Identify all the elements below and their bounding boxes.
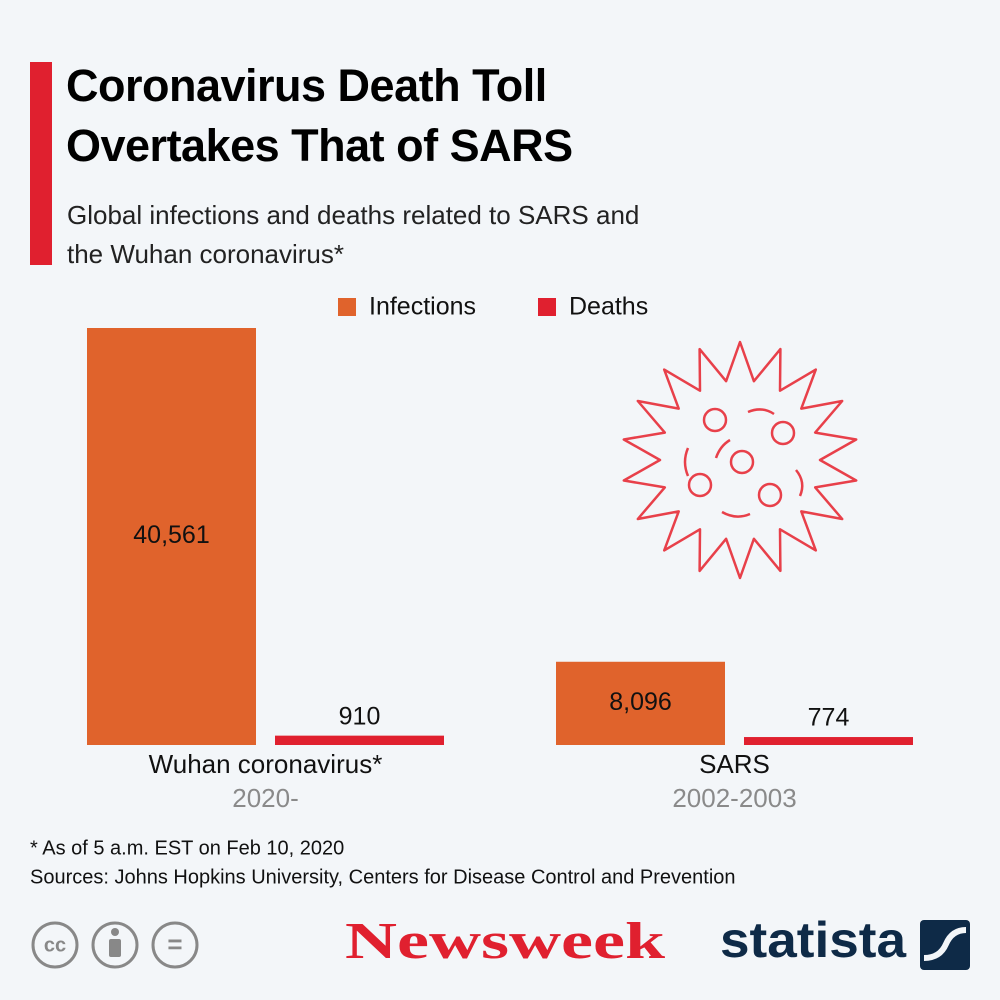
newsweek-logo: Newsweek — [345, 913, 665, 970]
chart-title: Coronavirus Death Toll Overtakes That of… — [66, 60, 573, 171]
category-label: SARS — [699, 749, 770, 779]
title-accent — [30, 62, 52, 265]
virus-arc — [714, 438, 731, 459]
virus-cell — [729, 449, 755, 475]
legend-swatch — [538, 298, 556, 316]
license-icon: = — [167, 929, 182, 959]
virus-arc — [747, 408, 775, 416]
virus-cell — [757, 482, 783, 508]
license-circle — [31, 921, 79, 969]
license-icon: cc — [44, 934, 66, 956]
virus-arc — [795, 469, 804, 497]
source: Sources: Johns Hopkins University, Cente… — [30, 866, 736, 888]
value-label: 40,561 — [133, 521, 209, 549]
license-person-body — [109, 939, 121, 957]
category-label: Wuhan coronavirus* — [149, 749, 383, 779]
virus-cell — [702, 407, 728, 433]
value-label: 910 — [339, 702, 381, 730]
category-period: 2002-2003 — [672, 783, 796, 813]
bar — [87, 328, 256, 745]
virus-cell — [770, 420, 796, 446]
bar — [275, 735, 444, 745]
value-label: 8,096 — [609, 688, 672, 716]
bar — [744, 737, 913, 745]
license-circle — [151, 921, 199, 969]
bar — [556, 661, 725, 745]
license-person-head — [111, 928, 119, 936]
virus-arc — [721, 510, 751, 518]
value-label: 774 — [808, 704, 850, 732]
legend-swatch — [338, 298, 356, 316]
statista-icon-wave — [923, 927, 967, 961]
virus-icon — [622, 340, 858, 580]
footnote: * As of 5 a.m. EST on Feb 10, 2020 — [30, 837, 344, 859]
statista-logo: statista — [720, 912, 907, 968]
category-period: 2020- — [232, 783, 299, 813]
license-circle — [91, 921, 139, 969]
legend-label: Deaths — [569, 293, 648, 321]
virus-cell — [687, 472, 713, 498]
virus-arc — [683, 447, 690, 477]
chart-subtitle: Global infections and deaths related to … — [67, 200, 640, 269]
legend-label: Infections — [369, 293, 476, 321]
virus-outline — [622, 340, 858, 580]
